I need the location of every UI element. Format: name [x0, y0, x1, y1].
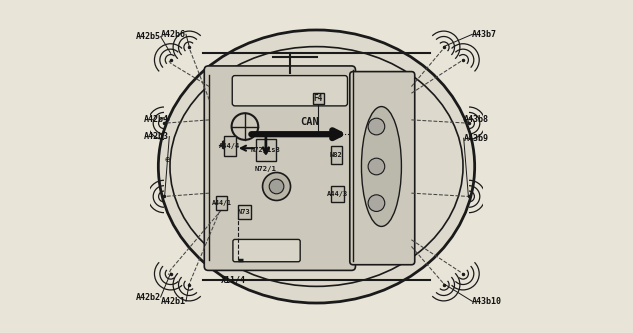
FancyBboxPatch shape [350, 72, 415, 265]
FancyBboxPatch shape [224, 136, 235, 156]
Text: N72/1s8: N72/1s8 [251, 147, 280, 153]
Text: A44/4: A44/4 [219, 143, 241, 149]
Text: A42b6: A42b6 [161, 30, 186, 39]
FancyBboxPatch shape [233, 239, 300, 262]
Circle shape [263, 172, 291, 200]
FancyBboxPatch shape [331, 186, 344, 202]
Text: CAN: CAN [301, 117, 319, 127]
Text: e: e [165, 155, 170, 165]
FancyBboxPatch shape [237, 205, 251, 219]
Text: A43b9: A43b9 [464, 134, 489, 143]
Ellipse shape [361, 107, 401, 226]
FancyBboxPatch shape [216, 196, 227, 210]
FancyBboxPatch shape [331, 146, 342, 164]
Text: N72/1: N72/1 [254, 166, 277, 172]
Text: A42b1: A42b1 [161, 297, 186, 306]
Text: N73: N73 [238, 209, 251, 215]
Text: A42b3: A42b3 [144, 132, 169, 141]
Text: A42b2: A42b2 [135, 292, 161, 302]
Circle shape [368, 158, 385, 175]
Text: A42b4: A42b4 [144, 115, 169, 125]
Circle shape [269, 179, 284, 194]
Text: A44/1: A44/1 [211, 200, 232, 206]
Text: N82: N82 [330, 152, 343, 158]
Text: A42b5: A42b5 [135, 32, 161, 41]
FancyBboxPatch shape [256, 139, 275, 161]
Text: A44/3: A44/3 [327, 191, 348, 197]
Text: A43b10: A43b10 [472, 297, 503, 306]
FancyBboxPatch shape [232, 76, 348, 106]
Ellipse shape [158, 30, 475, 303]
Polygon shape [223, 140, 227, 150]
FancyBboxPatch shape [313, 93, 324, 104]
Text: A43b7: A43b7 [472, 30, 498, 39]
Text: X11/4: X11/4 [221, 276, 246, 285]
Text: F4: F4 [313, 94, 323, 103]
Text: A43b8: A43b8 [464, 115, 489, 125]
FancyBboxPatch shape [204, 66, 356, 270]
Circle shape [368, 195, 385, 211]
Circle shape [368, 118, 385, 135]
